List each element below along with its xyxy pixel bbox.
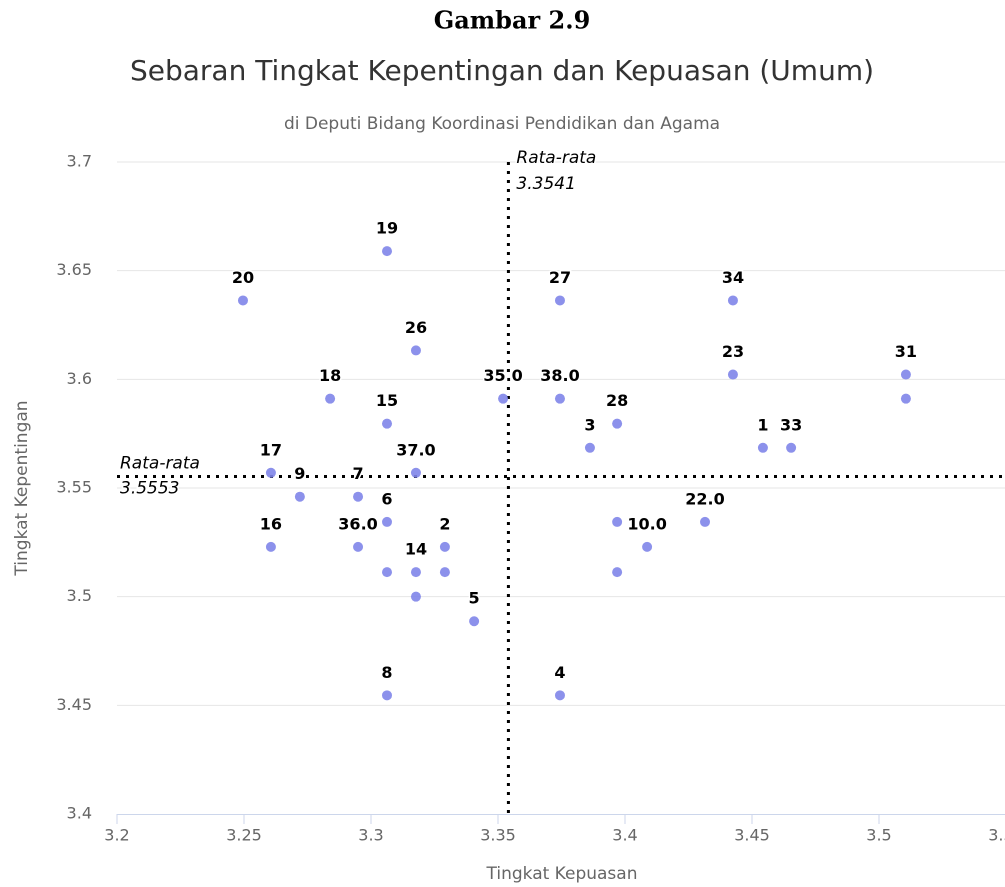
y-tick-label: 3.65 — [56, 260, 92, 279]
point — [382, 516, 393, 527]
point-label: 22.0 — [685, 489, 724, 508]
point-label: 35.0 — [483, 366, 522, 385]
x-tick-label: 3.2 — [104, 826, 129, 845]
point-label: 6 — [381, 489, 392, 508]
mean-value: 3.5553 — [120, 478, 179, 498]
point-label: 23 — [722, 342, 744, 361]
point — [382, 690, 393, 701]
point-label: 34 — [722, 268, 744, 287]
point-label: 10.0 — [627, 514, 666, 533]
point — [469, 616, 480, 627]
point-label: 33 — [780, 415, 802, 434]
point-label: 8 — [381, 663, 392, 682]
mean-value: 3.3541 — [516, 174, 575, 194]
x-tick-label: 3.45 — [734, 826, 770, 845]
chart-title: Sebaran Tingkat Kepentingan dan Kepuasan… — [130, 54, 874, 87]
x-tick-label: 3.25 — [226, 826, 262, 845]
x-tick-label: 3.4 — [612, 826, 637, 845]
point — [382, 418, 393, 429]
point — [265, 541, 276, 552]
chart-subtitle: di Deputi Bidang Koordinasi Pendidikan d… — [284, 114, 720, 134]
point — [554, 295, 565, 306]
point — [757, 442, 768, 453]
point — [439, 567, 450, 578]
y-tick-label: 3.4 — [67, 804, 92, 823]
point — [439, 541, 450, 552]
x-tick-label: 3.5 — [866, 826, 891, 845]
point — [900, 393, 911, 404]
point-label: 4 — [554, 663, 565, 682]
point — [353, 541, 364, 552]
point — [727, 369, 738, 380]
point-label: 5 — [469, 589, 480, 608]
point-label: 16 — [260, 514, 282, 533]
point-label: 36.0 — [338, 514, 377, 533]
point-label: 3 — [584, 415, 595, 434]
point — [410, 567, 421, 578]
point-label: 17 — [260, 440, 282, 459]
point — [900, 369, 911, 380]
point-label: 9 — [294, 464, 305, 483]
y-tick-label: 3.55 — [56, 478, 92, 497]
point-label: 20 — [232, 268, 254, 287]
point-label: 2 — [439, 514, 450, 533]
point — [237, 295, 248, 306]
x-tick-label: 3.35 — [480, 826, 516, 845]
y-tick-label: 3.6 — [67, 369, 92, 388]
point-label: 15 — [376, 391, 398, 410]
point — [294, 491, 305, 502]
point — [554, 690, 565, 701]
point — [554, 393, 565, 404]
x-axis-label: Tingkat Kepuasan — [486, 864, 638, 884]
point — [612, 418, 623, 429]
point-label: 7 — [352, 464, 363, 483]
y-tick-label: 3.7 — [67, 152, 92, 171]
point — [410, 345, 421, 356]
point-label: 27 — [549, 268, 571, 287]
point — [612, 516, 623, 527]
x-tick-label: 3.3 — [358, 826, 383, 845]
y-tick-label: 3.45 — [56, 695, 92, 714]
point-label: 18 — [319, 366, 341, 385]
mean-label: Rata-rata — [120, 453, 200, 473]
mean-label: Rata-rata — [516, 148, 596, 168]
point — [642, 541, 653, 552]
point-label: 14 — [405, 540, 427, 559]
point-label: 26 — [405, 318, 427, 337]
point — [325, 393, 336, 404]
y-axis-label: Tingkat Kepentingan — [12, 400, 32, 576]
y-tick-label: 3.5 — [67, 586, 92, 605]
point-label: 31 — [895, 342, 917, 361]
point — [382, 567, 393, 578]
x-tick-label: 3.55 — [988, 826, 1005, 845]
point — [498, 393, 509, 404]
point — [786, 442, 797, 453]
point — [727, 295, 738, 306]
point-label: 38.0 — [540, 366, 579, 385]
point-label: 1 — [757, 415, 768, 434]
point-label: 19 — [376, 219, 398, 238]
point — [410, 591, 421, 602]
point-label: 37.0 — [396, 440, 435, 459]
figure-label: Gambar 2.9 — [434, 6, 591, 35]
point — [700, 516, 711, 527]
point — [353, 491, 364, 502]
point — [612, 567, 623, 578]
point-label: 28 — [606, 391, 628, 410]
point — [410, 467, 421, 478]
point — [382, 246, 393, 257]
point — [584, 442, 595, 453]
point — [265, 467, 276, 478]
